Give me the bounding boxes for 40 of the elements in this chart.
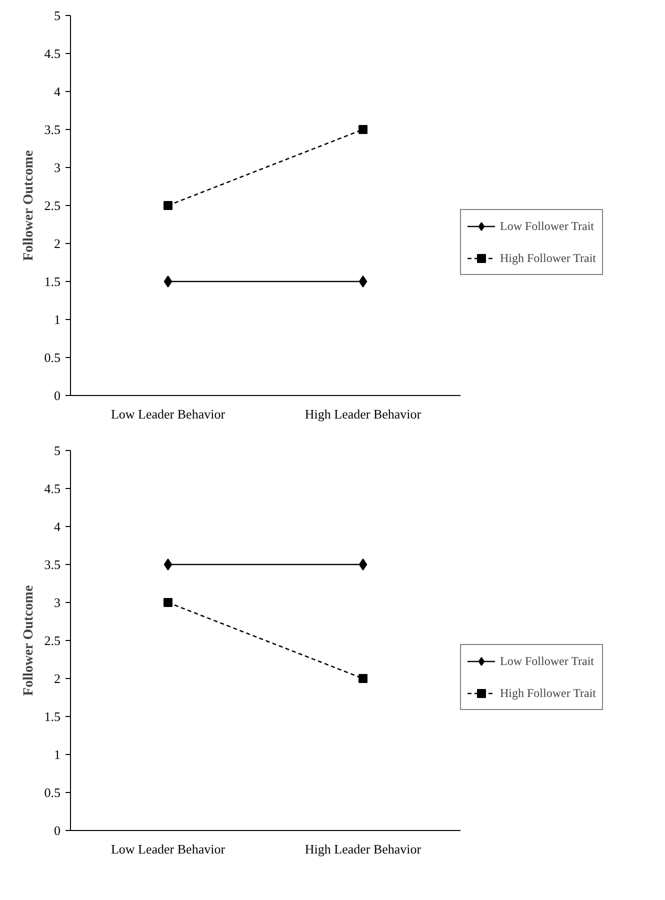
y-tick-label: 0 — [54, 388, 60, 403]
point — [358, 125, 368, 134]
y-tick-label: 0 — [54, 823, 60, 838]
y-tick-label: 1 — [54, 312, 60, 327]
y-tick-label: 2.5 — [44, 633, 60, 648]
y-tick-label: 5 — [54, 8, 60, 23]
point — [358, 276, 368, 288]
y-tick-label: 3 — [54, 595, 60, 610]
point — [164, 558, 172, 570]
y-tick-label: 1.5 — [44, 709, 60, 724]
x-tick-label: High Leader Behavior — [304, 406, 422, 422]
y-tick-label: 1.5 — [44, 274, 60, 289]
point — [164, 201, 172, 210]
legend-label: High Follower Trait — [500, 250, 596, 266]
point — [358, 558, 368, 570]
y-tick-label: 3 — [54, 160, 60, 175]
y-tick-label: 0.5 — [44, 785, 60, 800]
y-tick-label: 4 — [54, 519, 61, 534]
y-tick-label: 3.5 — [44, 122, 60, 137]
x-tick-label: Low Leader Behavior — [110, 842, 226, 856]
y-tick-label: 2.5 — [44, 198, 60, 213]
y-tick-label: 5 — [54, 443, 60, 458]
x-tick-label: High Leader Behavior — [304, 842, 422, 856]
legend-label: Low Follower Trait — [500, 218, 594, 234]
y-tick-label: 4 — [54, 84, 61, 99]
point — [164, 598, 172, 607]
y-tick-label: 1 — [54, 747, 60, 762]
point — [358, 674, 368, 683]
y-axis-title: Follower Outcome — [21, 150, 36, 261]
x-tick-label: Low Leader Behavior — [110, 406, 226, 422]
y-tick-label: 2 — [54, 236, 60, 251]
y-tick-label: 4.5 — [44, 46, 60, 61]
legend-label: Low Follower Trait — [500, 654, 594, 668]
y-tick-label: 2 — [54, 671, 60, 686]
y-tick-label: 4.5 — [44, 481, 60, 496]
point — [164, 276, 172, 288]
legend-label: High Follower Trait — [500, 686, 596, 700]
y-tick-label: 3.5 — [44, 557, 60, 572]
y-axis-title: Follower Outcome — [21, 585, 36, 696]
y-tick-label: 0.5 — [44, 350, 60, 365]
